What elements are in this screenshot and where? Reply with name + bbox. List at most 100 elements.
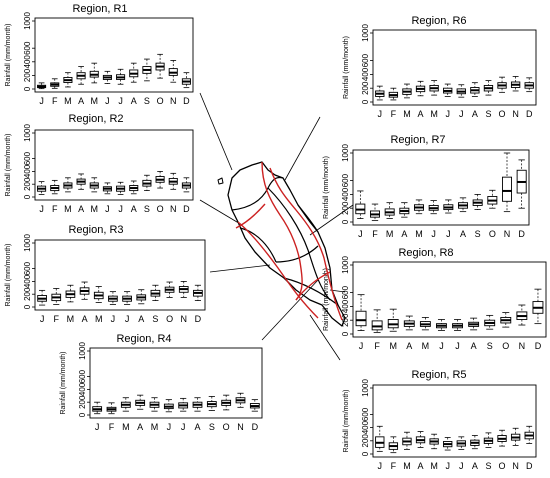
box-M-5 xyxy=(89,177,99,193)
y-tick-label: 200 xyxy=(23,177,32,191)
box-A-8 xyxy=(192,397,203,412)
x-tick-label: M xyxy=(122,422,130,432)
box-S-9 xyxy=(484,314,496,330)
x-tick-label: F xyxy=(52,96,58,106)
x-tick-label: M xyxy=(389,341,397,351)
box-O-10 xyxy=(155,170,165,189)
x-tick-label: M xyxy=(151,422,159,432)
x-tick-label: M xyxy=(430,461,438,471)
box-iqr xyxy=(502,176,512,202)
x-tick-label: D xyxy=(252,422,259,432)
plot-frame xyxy=(352,149,530,226)
x-tick-label: J xyxy=(445,461,450,471)
y-tick-label: 400 xyxy=(361,420,370,434)
x-tick-label: A xyxy=(131,96,137,106)
x-tick-label: J xyxy=(95,422,100,432)
river-line xyxy=(261,161,303,301)
box-S-9 xyxy=(483,80,494,96)
y-tick-label: 600 xyxy=(341,285,350,299)
box-J-6 xyxy=(443,437,453,451)
leader-line-r3 xyxy=(209,264,271,273)
box-J-6 xyxy=(428,200,439,215)
x-tick-label: D xyxy=(526,109,533,119)
y-tick-label: 0 xyxy=(361,99,370,104)
box-S-9 xyxy=(472,193,483,210)
box-S-9 xyxy=(206,396,217,411)
y-tick-label: 0 xyxy=(361,451,370,456)
box-J-1 xyxy=(92,401,103,415)
x-tick-label: M xyxy=(91,96,99,106)
y-tick-label: 600 xyxy=(23,261,32,275)
y-tick-label: 200 xyxy=(341,313,350,327)
x-tick-label: A xyxy=(406,341,412,351)
y-tick-label: 400 xyxy=(341,299,350,313)
box-D-12 xyxy=(181,72,191,89)
box-A-4 xyxy=(399,202,410,218)
box-J-6 xyxy=(163,399,174,413)
plot-frame xyxy=(352,261,547,338)
box-N-11 xyxy=(168,60,178,83)
x-tick-label: A xyxy=(472,461,478,471)
x-tick-label: A xyxy=(194,422,200,432)
box-O-10 xyxy=(487,189,498,209)
box-M-5 xyxy=(93,286,104,303)
box-J-1 xyxy=(37,289,47,306)
river-line xyxy=(269,167,343,321)
boundary-line xyxy=(239,227,277,263)
y-axis-label: Rainfall (mm/month) xyxy=(5,133,12,196)
x-tick-label: J xyxy=(167,422,172,432)
y-tick-label: 1000 xyxy=(23,234,32,252)
box-S-9 xyxy=(142,58,152,82)
box-O-10 xyxy=(155,53,165,79)
box-A-4 xyxy=(403,315,415,331)
box-M-3 xyxy=(387,308,399,332)
boundary-line xyxy=(231,176,284,211)
x-tick-label: A xyxy=(138,314,144,324)
x-tick-label: J xyxy=(431,229,436,239)
y-tick-label: 600 xyxy=(23,151,32,165)
box-M-3 xyxy=(63,177,73,193)
x-tick-label: J xyxy=(455,341,460,351)
box-F-2 xyxy=(50,179,60,195)
x-tick-label: M xyxy=(64,204,72,214)
box-S-9 xyxy=(150,284,161,302)
x-tick-label: F xyxy=(109,422,115,432)
box-M-3 xyxy=(384,202,395,219)
y-tick-label: 200 xyxy=(23,287,32,301)
map-island xyxy=(217,177,224,185)
box-O-10 xyxy=(497,429,507,447)
x-tick-label: F xyxy=(52,204,58,214)
leader-line-r1 xyxy=(199,92,233,171)
y-tick-label: 400 xyxy=(23,55,32,69)
x-tick-label: O xyxy=(502,341,509,351)
plot-frame xyxy=(34,129,194,201)
x-tick-label: N xyxy=(170,96,177,106)
box-N-11 xyxy=(510,76,521,92)
x-tick-label: O xyxy=(499,109,506,119)
box-D-12 xyxy=(516,159,527,209)
box-A-4 xyxy=(79,281,90,300)
x-tick-label: J xyxy=(39,204,44,214)
box-J-1 xyxy=(375,425,385,452)
x-tick-label: J xyxy=(40,314,45,324)
box-D-12 xyxy=(532,288,544,325)
x-tick-label: D xyxy=(518,229,525,239)
box-A-4 xyxy=(135,394,146,410)
box-J-6 xyxy=(443,83,453,97)
y-tick-label: 400 xyxy=(341,187,350,201)
x-tick-label: A xyxy=(471,341,477,351)
y-tick-label: 600 xyxy=(361,53,370,67)
x-tick-label: S xyxy=(475,229,481,239)
box-N-11 xyxy=(168,172,178,190)
x-tick-label: M xyxy=(415,229,423,239)
box-S-9 xyxy=(483,432,494,448)
x-tick-label: A xyxy=(418,109,424,119)
box-A-4 xyxy=(76,173,86,190)
y-tick-label: 400 xyxy=(78,382,87,396)
x-tick-label: M xyxy=(67,314,75,324)
box-M-5 xyxy=(414,199,424,215)
